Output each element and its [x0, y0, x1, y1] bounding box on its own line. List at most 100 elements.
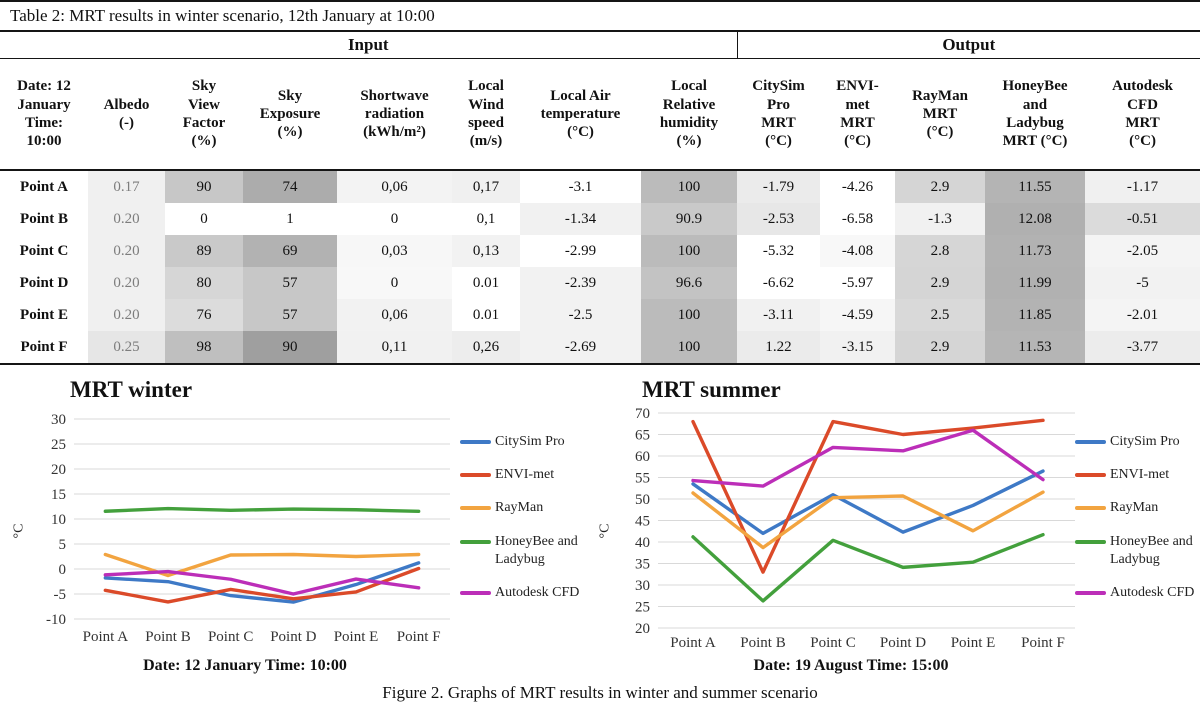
cell: 76: [165, 299, 243, 331]
legend-item: HoneyBee and Ladybug: [460, 533, 584, 569]
table-row: Point C 0.20 89 69 0,03 0,13 -2.99 100 -5.32 -4.0…: [0, 235, 1200, 267]
table-row: Point B 0.20 0 1 0 0,1 -1.34 90.9 -2.53 -6.58 -1.3…: [0, 203, 1200, 235]
legend-item: CitySim Pro: [460, 433, 584, 451]
cell: 0.25: [88, 331, 165, 364]
series-line-autodesk-cfd: [103, 569, 421, 596]
y-tick-label: 5: [59, 537, 67, 553]
group-header-row: Input Output: [0, 31, 1200, 59]
cell: -2.99: [520, 235, 641, 267]
series-line-honeybee-and-ladybug: [691, 532, 1045, 603]
x-tick-label: Point B: [740, 635, 785, 651]
legend-swatch: [1075, 440, 1106, 444]
cell: 0.01: [452, 299, 520, 331]
cell: -1.3: [895, 203, 986, 235]
legend-label: Autodesk CFD: [495, 584, 580, 600]
row-label: Point B: [20, 210, 68, 227]
legend-swatch: [460, 506, 491, 511]
y-tick-label: 25: [51, 437, 66, 453]
cell: -2.39: [520, 267, 641, 299]
chart-summer-main: °C 70 65 60 55 50 45 40 35 30 25 20 Point A Point B P…: [597, 405, 1200, 655]
cell: 98: [165, 331, 243, 364]
cell: -2.01: [1085, 299, 1200, 331]
row-label: Point A: [20, 178, 68, 195]
column-header: Sky View Factor (%): [165, 58, 243, 171]
cell: 2.9: [895, 267, 986, 299]
cell: 0.20: [88, 203, 165, 235]
cell: 0.20: [88, 235, 165, 267]
table-row: Point F 0.25 98 90 0,11 0,26 -2.69 100 1.22 -3.15…: [0, 331, 1200, 364]
cell: 90: [165, 170, 243, 203]
legend-label: Autodesk CFD: [1110, 584, 1195, 600]
column-header: Autodesk CFD MRT (°C): [1085, 58, 1200, 171]
column-header: CitySim Pro MRT (°C): [737, 58, 821, 171]
cell: 0.17: [88, 170, 165, 203]
legend-label: RayMan: [495, 500, 544, 516]
cell: 0,13: [452, 235, 520, 267]
cell: -0.51: [1085, 203, 1200, 235]
cell: -6.62: [737, 267, 821, 299]
row-label: Point D: [19, 274, 69, 291]
column-header: Local Air temperature (°C): [520, 58, 641, 171]
legend-item: ENVI-met: [1075, 466, 1200, 484]
cell: 0,26: [452, 331, 520, 364]
y-tick-label: 70: [635, 406, 650, 422]
cell: 0,06: [337, 299, 452, 331]
group-header-input: Input: [0, 31, 738, 59]
x-tick-label: Point A: [83, 629, 129, 645]
cell: 2.9: [895, 170, 986, 203]
cell: -3.1: [520, 170, 641, 203]
column-header: Shortwave radiation (kWh/m²): [337, 58, 452, 171]
legend-swatch: [460, 440, 491, 444]
cell: 0,17: [452, 170, 520, 203]
series-line-envi-met: [691, 418, 1045, 574]
y-tick-label: 30: [51, 412, 66, 428]
cell: 80: [165, 267, 243, 299]
cell: 100: [641, 299, 738, 331]
column-header-row: Date: 12 January Time: 10:00 Albedo (-) Sk…: [0, 58, 1200, 171]
cell: 11.99: [985, 267, 1086, 299]
y-tick-label: 60: [635, 449, 650, 465]
cell: 100: [641, 235, 738, 267]
cell: -1.34: [520, 203, 641, 235]
chart-winter: MRT winter °C 30 25 20 15 10 5 0 -5 -10 Point A Po…: [11, 377, 600, 675]
legend-swatch: [460, 539, 491, 544]
group-header-output: Output: [736, 31, 1200, 59]
column-header: HoneyBee and Ladybug MRT (°C): [985, 58, 1086, 171]
cell: 0,1: [452, 203, 520, 235]
legend-item: HoneyBee and Ladybug: [1075, 533, 1200, 569]
x-tick-label: Point E: [951, 635, 996, 651]
y-tick-label: 0: [59, 562, 67, 578]
cell: 2.9: [895, 331, 986, 364]
legend-label: HoneyBee and Ladybug: [1110, 533, 1193, 567]
cell: 69: [243, 235, 337, 267]
cell: -3.11: [737, 299, 821, 331]
cell: 11.73: [985, 235, 1086, 267]
y-tick-label: -5: [54, 587, 67, 603]
x-tick-label: Point F: [1021, 635, 1065, 651]
series-line-honeybee-and-ladybug: [103, 506, 421, 514]
cell: -1.79: [737, 170, 821, 203]
legend-item: CitySim Pro: [1075, 433, 1200, 451]
cell: 11.85: [985, 299, 1086, 331]
cell: -2.69: [520, 331, 641, 364]
chart-summer-title: MRT summer: [642, 377, 781, 402]
column-header: Local Wind speed (m/s): [452, 58, 520, 171]
row-label: Point F: [20, 338, 68, 355]
x-tick-label: Point E: [334, 629, 379, 645]
y-tick-label: 30: [635, 578, 650, 594]
series-line-citysim-pro: [691, 469, 1045, 536]
chart-summer-ylabel: °C: [597, 523, 613, 539]
cell: -5.97: [820, 267, 896, 299]
y-tick-label: -10: [46, 612, 66, 628]
y-tick-label: 65: [635, 428, 650, 444]
column-header: Date: 12 January Time: 10:00: [0, 58, 88, 171]
column-header: Local Relative humidity (%): [641, 58, 738, 171]
column-header: RayMan MRT (°C): [895, 58, 986, 171]
cell: 89: [165, 235, 243, 267]
chart-winter-legend: CitySim Pro ENVI-met RayMan HoneyBee and La…: [460, 433, 584, 655]
column-header: ENVI- met MRT (°C): [820, 58, 896, 171]
x-tick-label: Point C: [208, 629, 253, 645]
x-tick-label: Point C: [810, 635, 855, 651]
x-tick-label: Point D: [880, 635, 926, 651]
